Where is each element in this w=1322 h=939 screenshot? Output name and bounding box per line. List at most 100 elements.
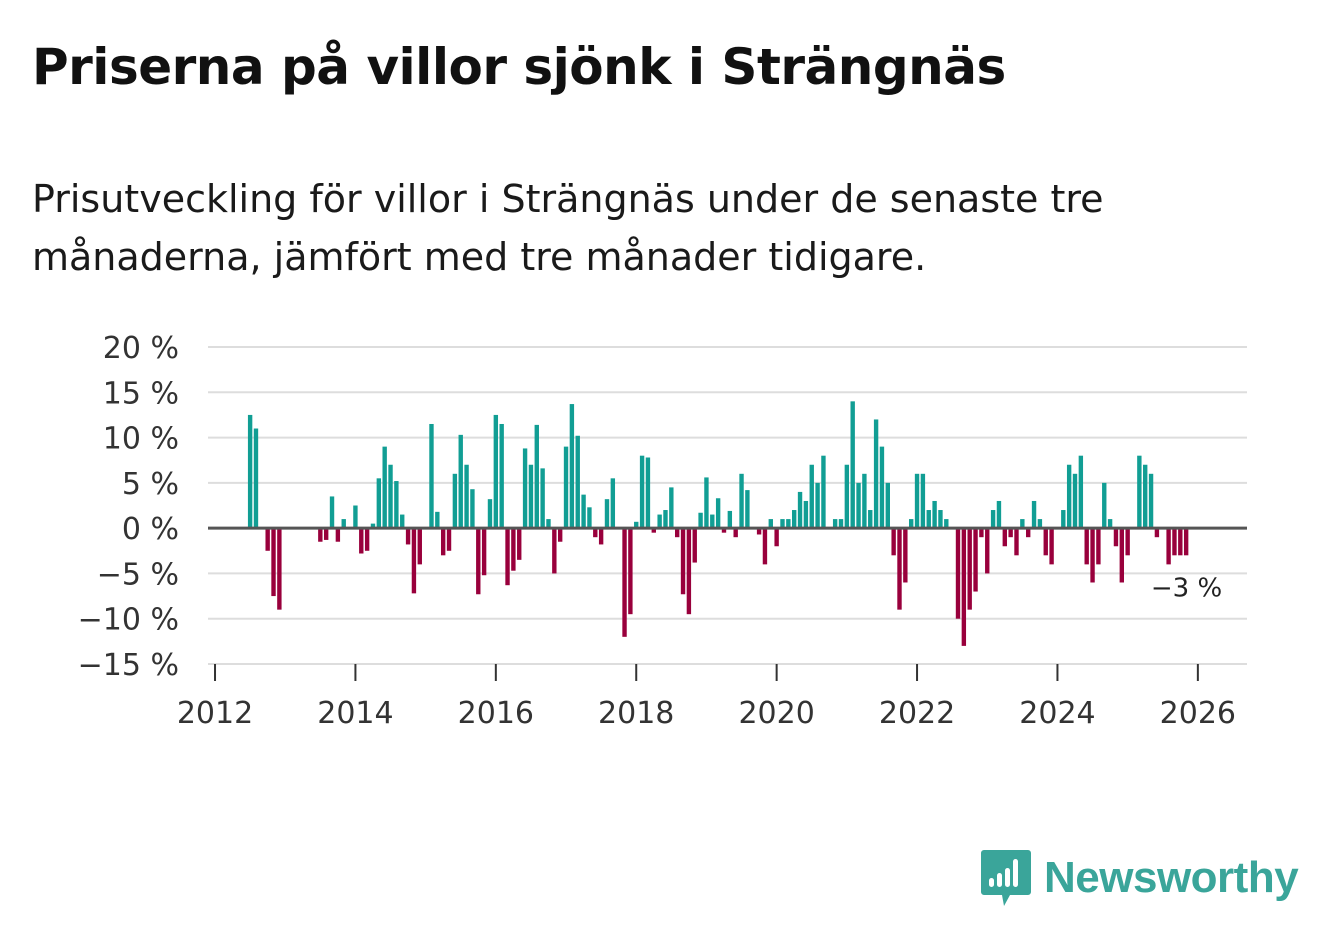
bar — [1148, 473, 1154, 529]
chart-title: Priserna på villor sjönk i Strängnäs — [32, 38, 1006, 96]
bar — [253, 428, 259, 529]
bar — [458, 434, 463, 529]
y-tick-label: 20 % — [103, 331, 179, 366]
bar — [487, 499, 493, 529]
bar — [651, 528, 656, 533]
bar — [593, 528, 598, 538]
bar — [1172, 528, 1177, 556]
bar — [1026, 528, 1031, 538]
bar — [622, 528, 627, 637]
last-value-label: −3 % — [1151, 573, 1222, 603]
bar — [780, 519, 785, 529]
bar — [879, 446, 885, 529]
bar — [1078, 455, 1084, 529]
bar — [1061, 510, 1066, 529]
bar — [464, 464, 469, 529]
bar — [944, 519, 949, 529]
bar — [493, 414, 499, 529]
bar — [1043, 528, 1048, 556]
bar — [809, 464, 814, 529]
bar — [791, 510, 797, 529]
bar — [271, 528, 276, 597]
y-tick-label: 10 % — [103, 422, 179, 457]
bar — [692, 528, 697, 563]
bar — [914, 473, 920, 529]
bar — [873, 419, 879, 529]
bar — [938, 510, 943, 529]
y-tick-label: −10 % — [78, 603, 179, 638]
bar — [1031, 500, 1037, 529]
bar — [1002, 528, 1007, 547]
bar — [1066, 464, 1072, 529]
gridlines — [208, 346, 1247, 665]
bar — [985, 528, 990, 574]
bar — [394, 481, 399, 529]
bar — [803, 500, 809, 529]
bar — [704, 477, 709, 529]
bar — [540, 468, 545, 529]
y-tick-label: −5 % — [97, 557, 179, 592]
bar — [815, 482, 820, 529]
bar — [1113, 528, 1119, 547]
bar — [838, 519, 844, 529]
bar — [1020, 519, 1025, 529]
bar — [1178, 528, 1183, 556]
x-tick-label: 2022 — [879, 696, 955, 731]
bar — [686, 528, 692, 615]
bar — [329, 496, 335, 529]
bar — [674, 528, 680, 538]
bar — [1049, 528, 1054, 565]
bar — [476, 528, 481, 595]
bar — [440, 528, 446, 556]
bar — [370, 523, 376, 529]
bar — [897, 528, 902, 610]
bar — [891, 528, 896, 556]
bar — [756, 528, 762, 535]
bar — [499, 423, 504, 529]
bar — [517, 528, 522, 560]
bar — [435, 511, 440, 529]
y-tick-label: 15 % — [103, 376, 179, 411]
bar — [797, 491, 803, 529]
bar — [429, 423, 434, 529]
bar — [552, 528, 557, 574]
bar — [528, 464, 534, 529]
x-tick-label: 2024 — [1019, 696, 1095, 731]
bar — [762, 528, 768, 565]
x-tick-label: 2012 — [177, 696, 253, 731]
bar — [961, 528, 967, 646]
bar — [1008, 528, 1013, 538]
bar — [1154, 528, 1160, 538]
brand-logo: Newsworthy — [980, 848, 1299, 908]
bar — [569, 404, 575, 529]
bar — [247, 414, 253, 529]
bar — [710, 514, 715, 529]
bar — [277, 528, 282, 610]
bar — [973, 528, 978, 592]
bar — [335, 528, 341, 542]
bar — [745, 490, 750, 529]
bar — [353, 505, 358, 529]
bar — [862, 473, 867, 529]
bar — [1037, 519, 1043, 529]
bar — [990, 510, 996, 529]
bar — [663, 510, 668, 529]
bar — [979, 528, 984, 538]
brand-name: Newsworthy — [1044, 853, 1299, 902]
bar — [505, 528, 510, 586]
bar — [411, 528, 417, 594]
bar — [721, 528, 727, 533]
bar — [680, 528, 686, 595]
bar — [446, 528, 452, 551]
bar — [511, 528, 516, 571]
bar — [587, 507, 592, 529]
bar — [1107, 519, 1113, 529]
bar — [318, 528, 323, 542]
bar — [546, 519, 551, 529]
bar — [522, 448, 528, 529]
bar — [376, 478, 382, 529]
bar — [400, 514, 405, 529]
bar — [786, 519, 791, 529]
bar — [967, 528, 972, 610]
